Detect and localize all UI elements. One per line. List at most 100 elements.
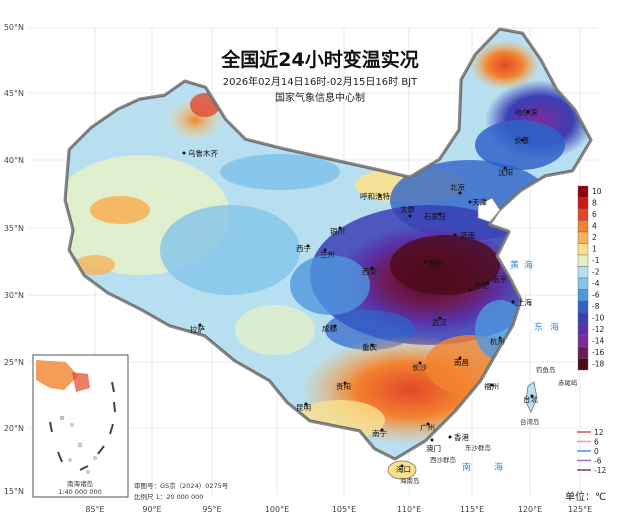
- legend-swatch: [577, 358, 589, 371]
- svg-text:台北: 台北: [523, 394, 538, 404]
- legend-label: -14: [592, 337, 604, 346]
- issuer: 国家气象信息中心制: [275, 91, 365, 104]
- svg-text:太原: 太原: [400, 204, 415, 214]
- svg-text:长春: 长春: [514, 135, 529, 145]
- svg-text:福州: 福州: [484, 382, 499, 391]
- svg-text:澳门: 澳门: [426, 443, 441, 453]
- svg-text:120°E: 120°E: [518, 505, 542, 514]
- svg-text:35°N: 35°N: [4, 224, 24, 233]
- svg-text:香港: 香港: [454, 432, 469, 442]
- legend-label: -10: [592, 314, 604, 323]
- hainan-island: [387, 460, 417, 480]
- color-legend: 10 8 6 4 2 1 -1 -2 -4 -6 -8 -10 -12 -14 -16 -18: [577, 185, 604, 371]
- svg-text:西沙群岛: 西沙群岛: [430, 455, 456, 464]
- legend-swatch: [577, 231, 589, 244]
- svg-text:95°E: 95°E: [202, 505, 221, 514]
- isoline-label: 0: [594, 447, 599, 456]
- latitude-labels: 50°N 45°N 40°N 35°N 30°N 25°N 20°N 15°N: [4, 23, 24, 496]
- legend-swatch: [577, 312, 589, 325]
- legend-swatch: [577, 266, 589, 279]
- legend-swatch: [577, 208, 589, 221]
- svg-text:长沙: 长沙: [412, 362, 427, 372]
- legend-swatch: [577, 346, 589, 359]
- svg-text:石家庄: 石家庄: [424, 211, 447, 221]
- map-scale: 比例尺 1：20 000 000: [134, 492, 203, 501]
- svg-text:西宁: 西宁: [296, 243, 311, 253]
- svg-text:钓鱼岛: 钓鱼岛: [536, 365, 556, 374]
- isoline-label: 12: [594, 428, 604, 437]
- sea-labels: 黄 海 东 海 南 海: [462, 259, 559, 473]
- legend-swatch: [577, 185, 589, 198]
- svg-text:贵阳: 贵阳: [336, 381, 351, 391]
- svg-text:郑州: 郑州: [428, 258, 443, 268]
- svg-text:沈阳: 沈阳: [498, 167, 513, 177]
- svg-text:哈尔滨: 哈尔滨: [515, 107, 538, 117]
- svg-text:合肥: 合肥: [474, 280, 489, 290]
- svg-text:拉萨: 拉萨: [190, 324, 205, 334]
- isoline-label: -6: [594, 457, 602, 466]
- isoline-label: -12: [594, 466, 606, 475]
- svg-text:成都: 成都: [322, 323, 337, 333]
- longitude-labels: 85°E 90°E 95°E 100°E 105°E 110°E 115°E 1…: [85, 505, 592, 514]
- legend-label: -16: [592, 348, 604, 357]
- legend-label: 2: [592, 233, 597, 242]
- svg-text:115°E: 115°E: [460, 505, 484, 514]
- svg-text:125°E: 125°E: [568, 505, 592, 514]
- legend-swatch: [577, 254, 589, 267]
- svg-text:海口: 海口: [396, 464, 411, 474]
- legend-label: -2: [592, 268, 600, 277]
- svg-text:海: 海: [550, 321, 559, 333]
- svg-text:南海诸岛: 南海诸岛: [67, 479, 93, 488]
- svg-text:赤尾屿: 赤尾屿: [558, 378, 578, 387]
- svg-text:银川: 银川: [330, 227, 345, 236]
- svg-text:50°N: 50°N: [4, 23, 24, 32]
- legend-label: 4: [592, 222, 597, 231]
- svg-text:兰州: 兰州: [320, 249, 335, 259]
- svg-text:重庆: 重庆: [362, 342, 377, 352]
- svg-text:海: 海: [524, 259, 533, 271]
- svg-text:1:40 000 000: 1:40 000 000: [58, 488, 102, 496]
- svg-text:南昌: 南昌: [454, 357, 469, 367]
- svg-text:30°N: 30°N: [4, 291, 24, 300]
- svg-text:南京: 南京: [492, 274, 507, 284]
- city-labels: 哈尔滨 长春 沈阳 乌鲁木齐 呼和浩特 北京 天津 石家庄 太原 银川 济南 西…: [182, 107, 578, 485]
- svg-text:100°E: 100°E: [265, 505, 289, 514]
- legend-label: -4: [592, 279, 600, 288]
- svg-text:15°N: 15°N: [4, 487, 24, 496]
- svg-text:昆明: 昆明: [296, 403, 311, 412]
- legend-label: -1: [592, 256, 600, 265]
- legend-label: 8: [592, 199, 597, 208]
- legend-label: -18: [592, 360, 604, 369]
- legend-label: -8: [592, 302, 600, 311]
- legend-label: 6: [592, 210, 597, 219]
- svg-text:海南岛: 海南岛: [400, 476, 420, 485]
- time-range: 2026年02月14日16时-02月15日16时 BJT: [223, 75, 418, 88]
- legend-swatch: [577, 300, 589, 313]
- legend-swatch: [577, 323, 589, 336]
- map-title: 全国近24小时变温实况: [220, 48, 418, 71]
- svg-text:海: 海: [494, 461, 503, 473]
- svg-text:东沙群岛: 东沙群岛: [465, 443, 491, 452]
- legend-label: -6: [592, 291, 600, 300]
- legend-swatch: [577, 220, 589, 233]
- bohai-sea: [477, 197, 501, 223]
- svg-text:呼和浩特: 呼和浩特: [360, 191, 390, 201]
- svg-text:乌鲁木齐: 乌鲁木齐: [188, 148, 218, 158]
- svg-text:85°E: 85°E: [85, 505, 104, 514]
- svg-text:杭州: 杭州: [490, 336, 505, 346]
- svg-text:45°N: 45°N: [4, 89, 24, 98]
- south-china-sea-inset: 南海诸岛 1:40 000 000: [32, 354, 129, 498]
- legend-swatch: [577, 243, 589, 256]
- svg-text:110°E: 110°E: [397, 505, 421, 514]
- svg-text:北京: 北京: [450, 182, 465, 192]
- legend-swatch: [577, 197, 589, 210]
- legend-label: -12: [592, 325, 604, 334]
- svg-text:黄: 黄: [510, 259, 519, 271]
- svg-text:济南: 济南: [460, 230, 475, 240]
- svg-text:25°N: 25°N: [4, 358, 24, 367]
- svg-text:广州: 广州: [420, 422, 435, 432]
- svg-text:20°N: 20°N: [4, 424, 24, 433]
- svg-text:南: 南: [462, 461, 471, 473]
